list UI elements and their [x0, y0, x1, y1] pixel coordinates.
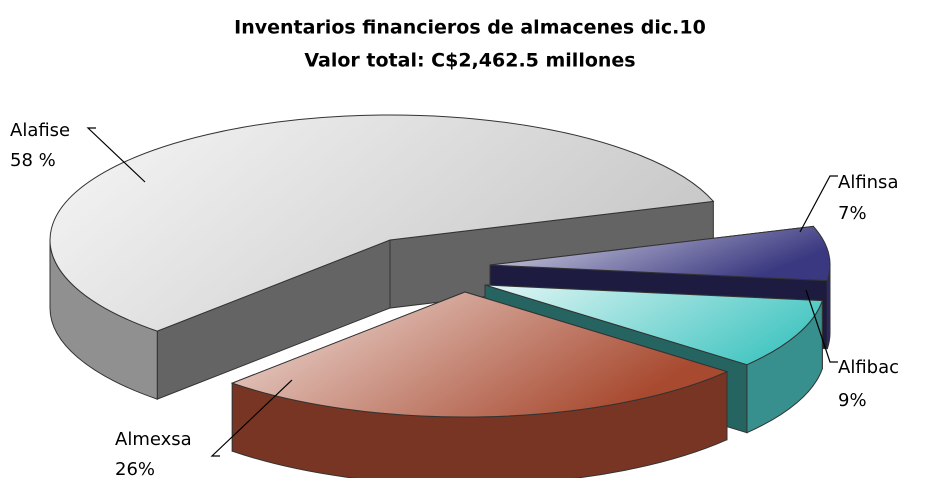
slice — [230, 291, 729, 478]
labels: Alafise 58 % Alfinsa 7% Alfibac 9% Almexsa 26% — [10, 120, 899, 478]
leader-line — [86, 127, 146, 183]
category-label: Alafise — [10, 120, 70, 141]
slice-top — [489, 225, 831, 282]
leader-line — [799, 175, 838, 233]
value-label: 58 % — [10, 150, 56, 171]
value-label: 7% — [838, 203, 867, 224]
value-label: 26% — [115, 459, 155, 478]
chart-subtitle: Valor total: C$2,462.5 millones — [304, 50, 635, 72]
pie — [49, 114, 831, 478]
leader-line — [805, 289, 838, 363]
slice-top — [484, 284, 824, 366]
slice-top — [49, 114, 715, 332]
slice-top — [230, 291, 729, 418]
value-label: 9% — [838, 390, 867, 411]
leader-line — [210, 379, 293, 457]
category-label: Almexsa — [115, 429, 192, 450]
slice — [49, 114, 715, 400]
category-label: Alfinsa — [838, 172, 898, 193]
chart-title: Inventarios financieros de almacenes dic… — [234, 17, 706, 39]
category-label: Alfibac — [838, 357, 899, 378]
